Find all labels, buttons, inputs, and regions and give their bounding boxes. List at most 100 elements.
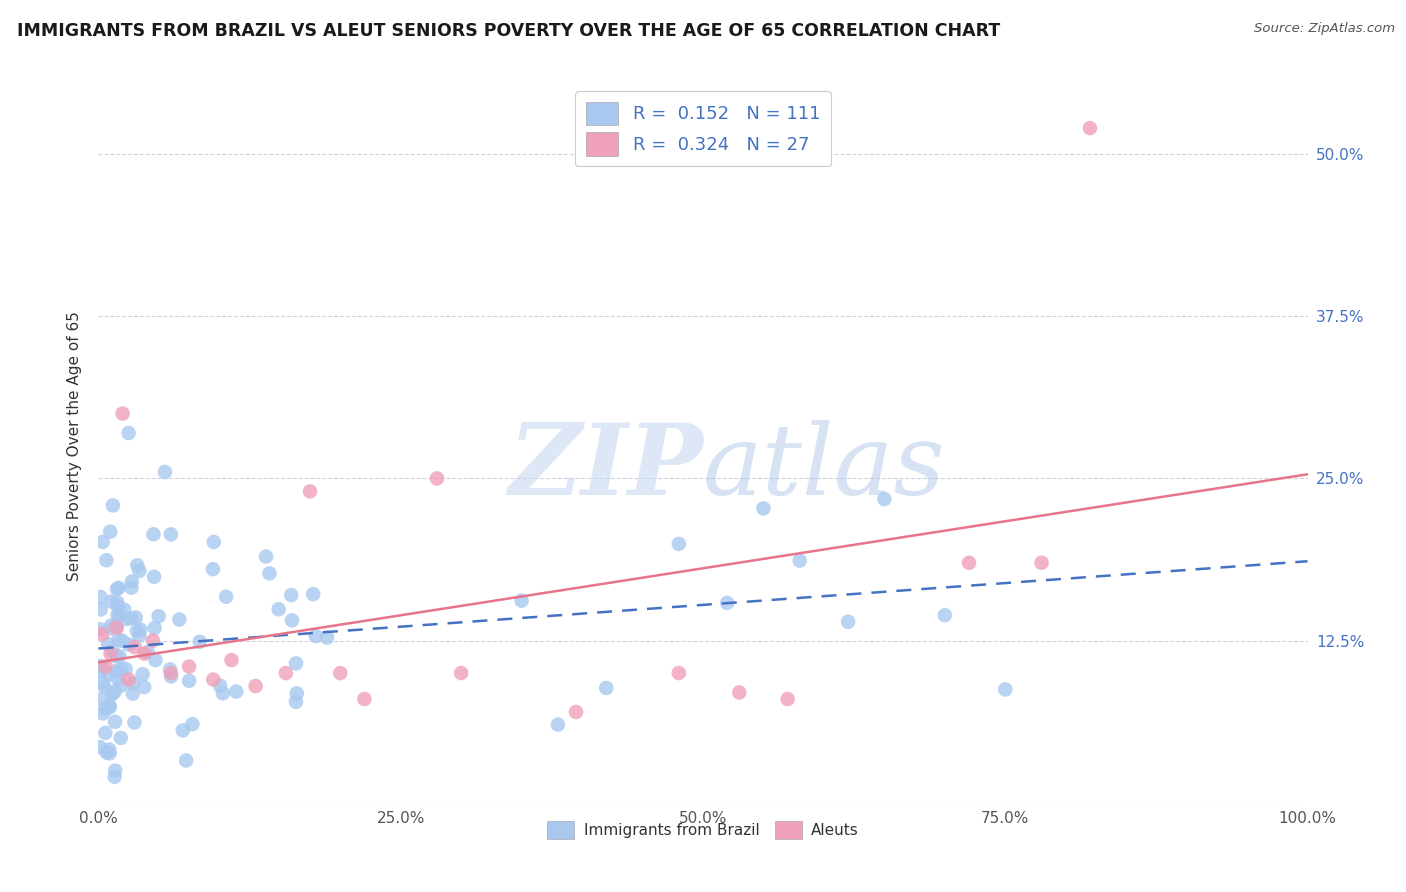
Point [94,702,117,716]
Point [96,553,118,567]
Point [159,662,181,676]
Point [112,602,135,616]
Text: ZIP: ZIP [508,419,703,516]
Point [94,726,117,740]
Point [110,731,132,745]
Point [121,574,143,589]
Point [160,666,183,681]
Point [160,669,183,683]
Point [776,692,799,706]
Point [100,647,122,661]
Point [105,582,128,596]
Point [134,647,156,661]
Point [114,662,136,676]
Point [595,681,617,695]
Point [110,679,132,693]
Point [107,673,129,687]
Point [221,653,243,667]
Point [111,407,134,421]
Point [104,770,127,784]
Point [215,590,238,604]
Point [104,664,127,678]
Point [105,621,128,635]
Point [160,527,183,541]
Point [934,608,956,623]
Point [280,588,302,602]
Point [285,686,308,700]
Point [142,633,165,648]
Point [97,637,120,651]
Point [225,684,247,698]
Point [957,556,980,570]
Point [1031,556,1053,570]
Point [120,611,142,625]
Point [128,629,150,643]
Point [127,558,149,573]
Point [145,653,167,667]
Point [177,673,200,688]
Point [353,692,375,706]
Point [107,581,129,595]
Point [93,680,115,694]
Point [125,610,148,624]
Point [108,632,131,647]
Point [128,564,150,578]
Point [107,607,129,622]
Point [302,587,325,601]
Point [104,714,127,729]
Point [547,717,569,731]
Point [91,706,114,721]
Point [100,594,122,608]
Point [105,595,128,609]
Point [153,465,176,479]
Point [90,602,112,616]
Point [212,686,235,700]
Point [169,613,191,627]
Point [202,535,225,549]
Point [245,679,267,693]
Text: Source: ZipAtlas.com: Source: ZipAtlas.com [1254,22,1395,36]
Point [299,484,322,499]
Point [101,643,124,657]
Point [118,638,141,652]
Point [98,524,121,539]
Point [131,667,153,681]
Point [254,549,277,564]
Point [89,622,111,636]
Point [305,629,328,643]
Point [188,634,211,648]
Point [994,682,1017,697]
Y-axis label: Seniors Poverty Over the Age of 65: Seniors Poverty Over the Age of 65 [67,311,83,581]
Point [89,590,111,604]
Point [565,705,588,719]
Point [120,581,142,595]
Point [142,527,165,541]
Point [284,695,307,709]
Point [1078,121,1101,136]
Point [202,673,225,687]
Point [134,680,156,694]
Point [96,745,118,759]
Point [90,659,112,673]
Point [450,666,472,681]
Point [179,659,201,673]
Point [728,685,751,699]
Point [789,553,811,567]
Point [115,612,138,626]
Point [329,666,352,681]
Point [103,685,125,699]
Point [129,623,152,637]
Point [101,499,124,513]
Point [143,621,166,635]
Point [259,566,281,581]
Point [316,631,339,645]
Point [172,723,194,738]
Point [510,593,533,607]
Point [101,622,124,636]
Point [148,609,170,624]
Point [98,747,121,761]
Point [174,754,197,768]
Point [105,620,128,634]
Point [716,596,738,610]
Point [98,698,121,713]
